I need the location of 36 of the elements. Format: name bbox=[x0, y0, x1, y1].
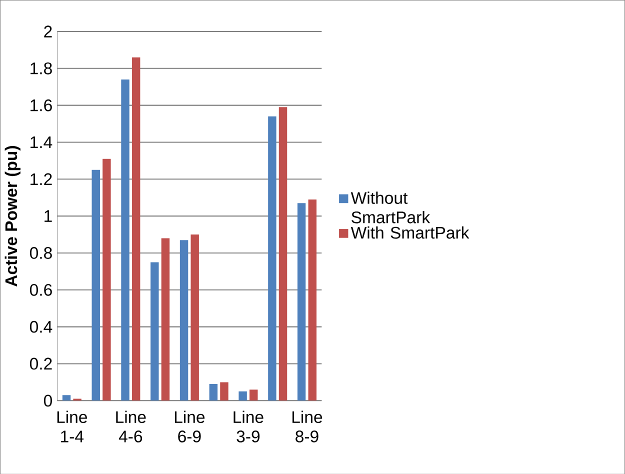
bar bbox=[190, 234, 199, 400]
x-tick-label: Line 4-6 bbox=[116, 410, 146, 442]
y-tick-label: 1.6 bbox=[30, 99, 52, 112]
bar bbox=[180, 240, 188, 400]
y-tick-label: 0.4 bbox=[30, 320, 52, 333]
y-tick-label: 0 bbox=[44, 394, 52, 406]
y-tick-label: 1.4 bbox=[30, 136, 52, 148]
bar bbox=[102, 158, 111, 400]
y-tick-label: 0.6 bbox=[30, 284, 52, 296]
y-tick-label: 0.8 bbox=[30, 246, 52, 259]
y-tick-label: 1.8 bbox=[30, 62, 52, 74]
legend-label: Without SmartPark bbox=[350, 191, 430, 224]
bar bbox=[278, 106, 288, 400]
x-tick-label: Line 8-9 bbox=[292, 410, 322, 442]
bar bbox=[297, 202, 306, 400]
y-tick-label: 1 bbox=[44, 210, 52, 222]
bar bbox=[121, 79, 130, 400]
bar bbox=[161, 238, 170, 400]
bar bbox=[62, 394, 71, 400]
y-axis-title: Active Power (pu) bbox=[4, 146, 20, 286]
bar bbox=[308, 199, 317, 400]
bar bbox=[132, 57, 140, 400]
y-tick-label: 0.2 bbox=[30, 358, 52, 370]
bar bbox=[92, 170, 100, 400]
bar bbox=[238, 391, 247, 400]
legend-label: With SmartPark bbox=[350, 226, 470, 239]
bar bbox=[220, 382, 228, 400]
bar bbox=[209, 384, 218, 400]
x-tick-label: Line 3-9 bbox=[234, 410, 264, 442]
bar bbox=[150, 262, 159, 400]
y-tick-label: 1.2 bbox=[30, 173, 52, 185]
bar bbox=[250, 389, 258, 400]
x-tick-label: Line 6-9 bbox=[174, 410, 205, 442]
bar bbox=[268, 116, 276, 400]
y-tick-label: 2 bbox=[44, 25, 52, 38]
x-tick-label: Line 1-4 bbox=[57, 410, 88, 442]
